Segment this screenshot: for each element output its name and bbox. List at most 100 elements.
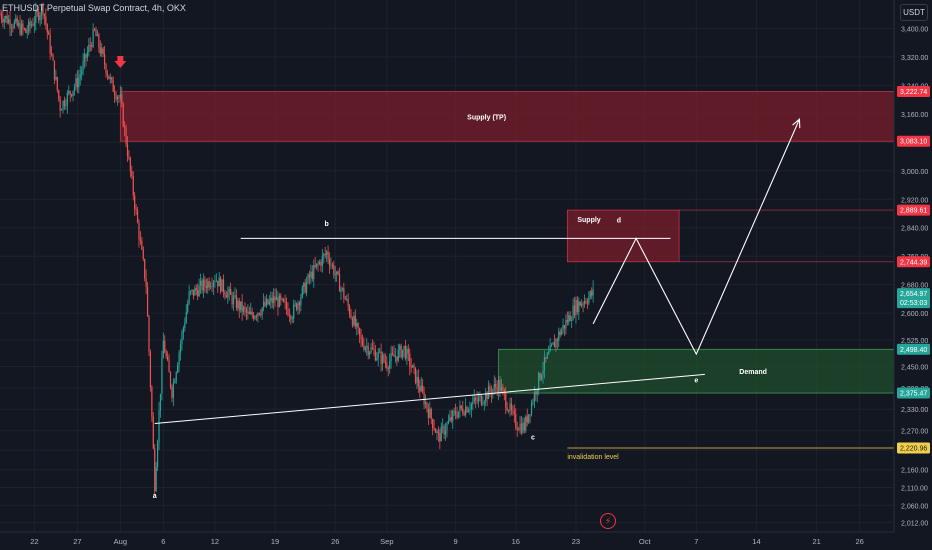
- price-label: 2,744.39: [897, 256, 930, 268]
- candle: [5, 15, 7, 23]
- candle-body: [12, 27, 14, 29]
- candle-body: [386, 362, 388, 369]
- time-tick-label: Aug: [114, 537, 127, 546]
- candle-body: [512, 410, 514, 411]
- candle-body: [59, 98, 61, 111]
- candle: [295, 302, 298, 312]
- candle: [563, 324, 566, 336]
- currency-button[interactable]: USDT: [900, 4, 928, 21]
- candle-body: [184, 322, 186, 328]
- candle: [268, 295, 270, 306]
- candle: [331, 262, 333, 270]
- candle: [15, 14, 17, 24]
- candle: [423, 386, 425, 409]
- candle-body: [181, 332, 183, 344]
- candle-body: [145, 278, 147, 287]
- candle: [125, 124, 127, 148]
- candle-body: [502, 386, 504, 390]
- price-label: 2,654.97 02:53:03: [897, 288, 930, 309]
- price-label-box: [897, 256, 930, 268]
- candle-body: [217, 280, 219, 287]
- candle: [562, 318, 564, 334]
- candle: [510, 397, 513, 416]
- candle: [509, 397, 511, 417]
- candle-body: [161, 358, 163, 394]
- price-label-box: [897, 204, 930, 216]
- candle-body: [71, 94, 73, 97]
- candle-body: [265, 299, 268, 306]
- candle: [139, 231, 142, 245]
- candle-body: [106, 73, 109, 76]
- candle-body: [139, 239, 142, 241]
- candle: [257, 312, 259, 323]
- candle-body: [318, 262, 321, 264]
- candle: [443, 424, 445, 440]
- candle-body: [419, 386, 421, 392]
- candle-body: [366, 346, 368, 348]
- candle-body: [519, 423, 521, 431]
- candle-body: [294, 303, 296, 305]
- candle: [450, 410, 452, 424]
- candle: [542, 361, 544, 384]
- candle-body: [379, 351, 381, 353]
- candle: [112, 76, 114, 93]
- candle-body: [483, 401, 485, 404]
- candle-body: [585, 301, 587, 303]
- candle-body: [124, 126, 126, 128]
- candle-body: [404, 345, 407, 359]
- candle: [526, 408, 528, 427]
- candle-body: [556, 339, 558, 341]
- candle: [76, 70, 78, 94]
- candle: [275, 288, 278, 301]
- candle: [456, 406, 458, 420]
- lightning-icon[interactable]: ⚡: [600, 513, 616, 529]
- candle: [453, 407, 455, 416]
- candle: [582, 301, 584, 313]
- candle: [291, 315, 293, 323]
- price-label-box: [897, 442, 930, 454]
- candle: [43, 13, 46, 26]
- candle-body: [417, 376, 419, 387]
- candle: [0, 10, 3, 24]
- candle-body: [403, 345, 405, 350]
- candle-body: [482, 403, 484, 405]
- candle-body: [295, 303, 298, 310]
- candle: [500, 378, 503, 392]
- candle-body: [591, 291, 593, 296]
- candle: [105, 62, 107, 78]
- candle-body: [144, 258, 146, 279]
- candle-body: [304, 282, 306, 293]
- candle-body: [38, 11, 40, 21]
- candle: [208, 277, 210, 291]
- candle-body: [532, 402, 534, 404]
- candle: [457, 411, 460, 419]
- price-tick-label: 3,160.00: [901, 112, 928, 119]
- candle: [99, 40, 101, 57]
- candle-body: [281, 298, 283, 300]
- candle-body: [231, 294, 233, 305]
- price-label-text: 2,498.40: [900, 347, 927, 354]
- candle: [220, 276, 222, 295]
- candle: [343, 282, 345, 304]
- candle: [399, 343, 401, 358]
- candle-body: [566, 319, 568, 323]
- candle-body: [412, 365, 414, 368]
- candle-body: [148, 316, 150, 352]
- candle-body: [515, 414, 517, 428]
- candle-body: [66, 92, 68, 106]
- candle-body: [303, 282, 305, 288]
- candle-body: [543, 357, 546, 371]
- candle: [95, 26, 97, 37]
- candle: [204, 276, 206, 293]
- candle: [83, 48, 86, 69]
- candle: [187, 299, 189, 314]
- candle-body: [545, 357, 547, 359]
- candle-body: [52, 54, 54, 61]
- candle-body: [273, 296, 275, 303]
- candle: [536, 389, 538, 403]
- candle: [38, 9, 40, 24]
- candle-body: [447, 420, 450, 424]
- candle: [10, 23, 13, 37]
- price-label-box: [897, 86, 930, 98]
